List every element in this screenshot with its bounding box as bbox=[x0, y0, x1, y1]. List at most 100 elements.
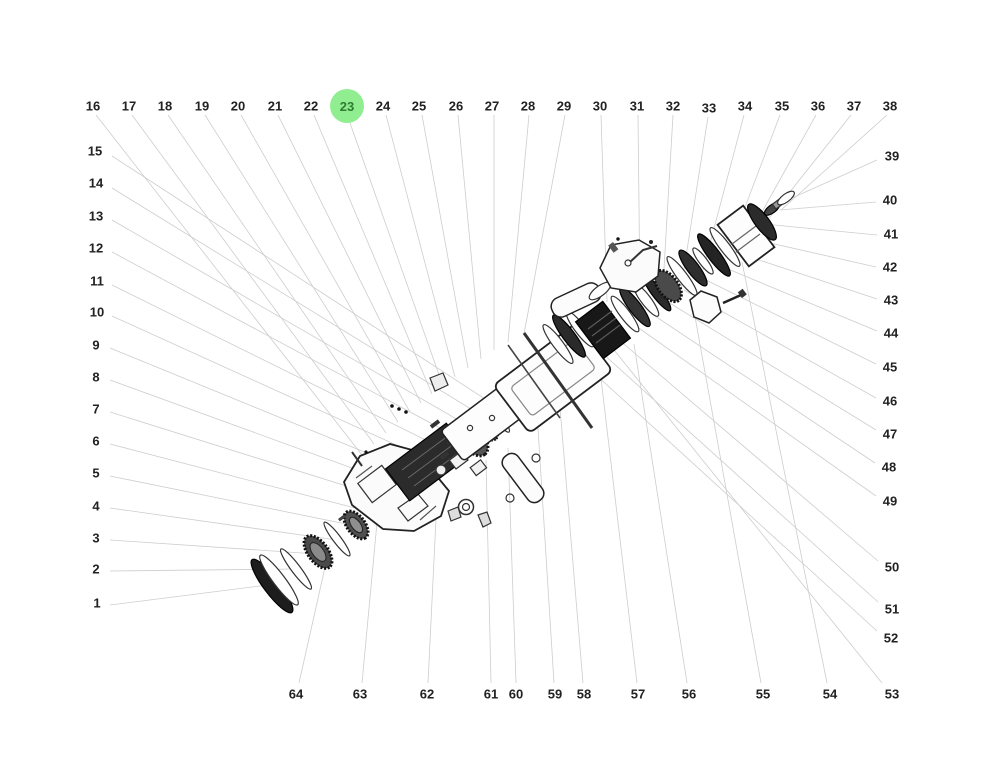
part-label-8[interactable]: 8 bbox=[92, 369, 100, 385]
leader-line-49 bbox=[635, 325, 877, 497]
leader-line-29 bbox=[523, 114, 566, 335]
part-label-49[interactable]: 49 bbox=[882, 493, 898, 509]
part-label-37[interactable]: 37 bbox=[846, 98, 862, 114]
leader-line-14 bbox=[111, 187, 493, 423]
part-label-48[interactable]: 48 bbox=[881, 459, 897, 475]
part-label-57[interactable]: 57 bbox=[630, 686, 646, 702]
leader-line-21 bbox=[277, 114, 422, 404]
leader-line-7 bbox=[109, 411, 392, 501]
part-label-33[interactable]: 33 bbox=[701, 100, 717, 116]
rear-housing-parts bbox=[689, 190, 795, 324]
leader-line-48 bbox=[651, 313, 876, 464]
leader-line-53 bbox=[609, 344, 883, 684]
part-label-63[interactable]: 63 bbox=[352, 686, 368, 702]
leader-line-38 bbox=[780, 114, 888, 211]
part-label-59[interactable]: 59 bbox=[547, 686, 563, 702]
part-label-44[interactable]: 44 bbox=[883, 325, 899, 341]
part-label-21[interactable]: 21 bbox=[267, 98, 283, 114]
part-label-17[interactable]: 17 bbox=[121, 98, 137, 114]
part-label-46[interactable]: 46 bbox=[882, 393, 898, 409]
part-label-43[interactable]: 43 bbox=[883, 292, 899, 308]
part-label-26[interactable]: 26 bbox=[448, 98, 464, 114]
part-label-2[interactable]: 2 bbox=[92, 561, 100, 577]
leader-line-56 bbox=[633, 343, 688, 684]
leader-line-54 bbox=[741, 261, 828, 684]
part-label-15[interactable]: 15 bbox=[87, 143, 103, 159]
part-label-18[interactable]: 18 bbox=[157, 98, 173, 114]
leader-line-39 bbox=[791, 159, 878, 199]
leader-line-17 bbox=[131, 114, 375, 445]
part-label-10[interactable]: 10 bbox=[89, 304, 105, 320]
part-label-30[interactable]: 30 bbox=[592, 98, 608, 114]
part-label-50[interactable]: 50 bbox=[884, 559, 900, 575]
leader-line-58 bbox=[559, 407, 584, 684]
part-label-1[interactable]: 1 bbox=[93, 595, 101, 611]
part-label-14[interactable]: 14 bbox=[88, 175, 104, 191]
leader-line-60 bbox=[507, 447, 517, 684]
leader-line-4 bbox=[109, 507, 338, 541]
part-label-20[interactable]: 20 bbox=[230, 98, 246, 114]
leader-line-55 bbox=[691, 299, 762, 684]
leader-line-40 bbox=[779, 201, 877, 211]
part-label-54[interactable]: 54 bbox=[822, 686, 838, 702]
part-label-45[interactable]: 45 bbox=[882, 359, 898, 375]
part-label-61[interactable]: 61 bbox=[483, 686, 499, 702]
part-label-39[interactable]: 39 bbox=[884, 148, 900, 164]
leader-line-16 bbox=[95, 114, 363, 456]
leader-line-61 bbox=[485, 459, 492, 684]
part-label-32[interactable]: 32 bbox=[665, 98, 681, 114]
part-label-28[interactable]: 28 bbox=[520, 98, 536, 114]
leader-line-6 bbox=[109, 443, 375, 514]
part-label-34[interactable]: 34 bbox=[737, 98, 753, 114]
leader-line-44 bbox=[715, 263, 878, 332]
part-label-64[interactable]: 64 bbox=[288, 686, 304, 702]
part-label-5[interactable]: 5 bbox=[92, 465, 100, 481]
part-label-19[interactable]: 19 bbox=[194, 98, 210, 114]
part-label-25[interactable]: 25 bbox=[411, 98, 427, 114]
leader-line-24 bbox=[385, 114, 456, 378]
part-label-16[interactable]: 16 bbox=[85, 98, 101, 114]
input-shaft-parts bbox=[250, 499, 384, 614]
part-label-55[interactable]: 55 bbox=[755, 686, 771, 702]
part-label-42[interactable]: 42 bbox=[882, 259, 898, 275]
leader-line-12 bbox=[111, 251, 467, 443]
part-label-60[interactable]: 60 bbox=[508, 686, 524, 702]
leader-line-11 bbox=[111, 284, 453, 454]
part-label-13[interactable]: 13 bbox=[88, 208, 104, 224]
part-label-58[interactable]: 58 bbox=[576, 686, 592, 702]
part-label-47[interactable]: 47 bbox=[882, 426, 898, 442]
part-label-56[interactable]: 56 bbox=[681, 686, 697, 702]
part-label-35[interactable]: 35 bbox=[774, 98, 790, 114]
part-label-62[interactable]: 62 bbox=[419, 686, 435, 702]
leader-line-41 bbox=[763, 223, 878, 236]
part-label-52[interactable]: 52 bbox=[883, 630, 899, 646]
part-label-3[interactable]: 3 bbox=[92, 530, 100, 546]
part-label-9[interactable]: 9 bbox=[92, 337, 100, 353]
part-label-4[interactable]: 4 bbox=[92, 498, 100, 514]
part-label-12[interactable]: 12 bbox=[88, 240, 104, 256]
part-label-31[interactable]: 31 bbox=[629, 98, 645, 114]
part-label-40[interactable]: 40 bbox=[882, 192, 898, 208]
leader-line-20 bbox=[240, 114, 411, 413]
part-label-22[interactable]: 22 bbox=[303, 98, 319, 114]
leader-line-19 bbox=[204, 114, 399, 423]
leader-line-50 bbox=[617, 338, 879, 562]
servo-bracket bbox=[599, 237, 661, 293]
part-label-24[interactable]: 24 bbox=[375, 98, 391, 114]
part-label-7[interactable]: 7 bbox=[92, 401, 100, 417]
part-label-27[interactable]: 27 bbox=[484, 98, 500, 114]
part-label-53[interactable]: 53 bbox=[884, 686, 900, 702]
accumulator-cylinder bbox=[550, 281, 612, 318]
part-label-29[interactable]: 29 bbox=[556, 98, 572, 114]
leader-line-26 bbox=[457, 114, 482, 360]
part-label-23-selected[interactable]: 23 bbox=[330, 89, 364, 123]
part-label-36[interactable]: 36 bbox=[810, 98, 826, 114]
part-label-51[interactable]: 51 bbox=[884, 601, 900, 617]
part-label-41[interactable]: 41 bbox=[883, 226, 899, 242]
leader-line-18 bbox=[167, 114, 387, 434]
part-label-6[interactable]: 6 bbox=[92, 433, 100, 449]
part-label-38[interactable]: 38 bbox=[882, 98, 898, 114]
part-label-11[interactable]: 11 bbox=[90, 273, 104, 289]
